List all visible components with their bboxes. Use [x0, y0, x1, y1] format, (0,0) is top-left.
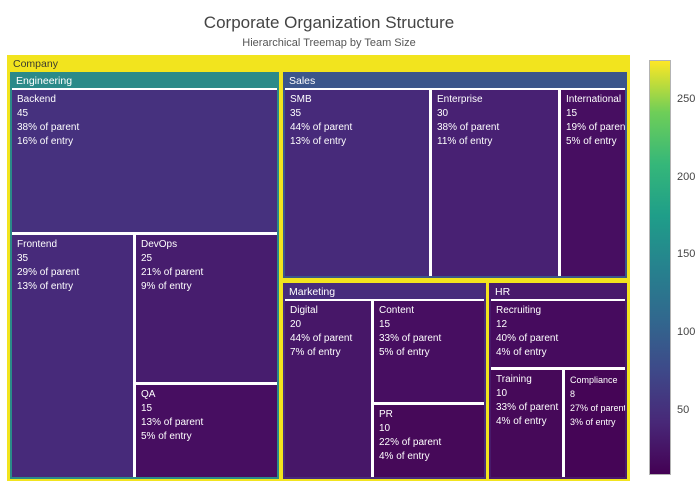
cell-label: Frontend — [17, 239, 58, 250]
cell-label: Enterprise — [437, 94, 483, 105]
treemap-cell-digital[interactable]: Digital 20 44% of parent 7% of entry — [285, 301, 371, 477]
cell-value: 8 — [570, 389, 576, 399]
cell-label: SMB — [290, 94, 312, 105]
treemap-cell-devops[interactable]: DevOps 25 21% of parent 9% of entry — [136, 235, 277, 382]
cell-entry-pct: 5% of entry — [566, 136, 617, 147]
cell-label: Compliance — [570, 375, 618, 385]
colorbar-tick-100: 100 — [677, 326, 696, 338]
cell-parent-pct: 38% of parent — [437, 122, 500, 133]
cell-parent-pct: 38% of parent — [17, 122, 80, 133]
treemap-root-label: Company — [13, 58, 58, 70]
cell-value: 15 — [379, 319, 391, 330]
cell-value: 12 — [496, 319, 508, 330]
cell-entry-pct: 7% of entry — [290, 347, 341, 358]
cell-label: Backend — [17, 94, 56, 105]
cell-label: DevOps — [141, 239, 178, 250]
cell-parent-pct: 21% of parent — [141, 267, 204, 278]
cell-entry-pct: 4% of entry — [496, 416, 547, 427]
cell-label: Content — [379, 305, 415, 316]
page-title: Corporate Organization Structure — [203, 13, 455, 32]
cell-parent-pct: 27% of parent — [570, 403, 625, 413]
treemap-cell-pr[interactable]: PR 10 22% of parent 4% of entry — [374, 405, 484, 477]
cell-value: 10 — [379, 423, 391, 434]
treemap-cell-training[interactable]: Training 10 33% of parent 4% of entry — [491, 370, 562, 477]
treemap-section-label-engineering: Engineering — [16, 75, 73, 87]
cell-label: International — [566, 94, 622, 105]
cell-label: Training — [496, 374, 532, 385]
cell-parent-pct: 44% of parent — [290, 122, 353, 133]
cell-label: Recruiting — [496, 305, 542, 316]
cell-parent-pct: 22% of parent — [379, 437, 442, 448]
cell-entry-pct: 16% of entry — [17, 136, 74, 147]
colorbar-tick-150: 150 — [677, 248, 696, 260]
cell-parent-pct: 19% of parent — [566, 122, 625, 133]
cell-value: 20 — [290, 319, 302, 330]
treemap-cell-international[interactable]: International 15 19% of parent 5% of ent… — [561, 90, 625, 276]
page-subtitle: Hierarchical Treemap by Team Size — [242, 37, 416, 49]
colorbar-tick-250: 250 — [677, 93, 696, 105]
cell-label: PR — [379, 409, 393, 420]
cell-parent-pct: 33% of parent — [496, 402, 559, 413]
treemap-cell-enterprise[interactable]: Enterprise 30 38% of parent 11% of entry — [432, 90, 558, 276]
cell-value: 45 — [17, 108, 29, 119]
cell-label: Digital — [290, 305, 318, 316]
treemap-cell-qa[interactable]: QA 15 13% of parent 5% of entry — [136, 385, 277, 477]
cell-parent-pct: 40% of parent — [496, 333, 559, 344]
cell-value: 25 — [141, 253, 153, 264]
cell-parent-pct: 13% of parent — [141, 417, 204, 428]
cell-entry-pct: 11% of entry — [437, 136, 493, 147]
cell-entry-pct: 4% of entry — [379, 451, 430, 462]
treemap-cell-content[interactable]: Content 15 33% of parent 5% of entry — [374, 301, 484, 402]
cell-entry-pct: 5% of entry — [379, 347, 430, 358]
cell-entry-pct: 5% of entry — [141, 431, 192, 442]
cell-parent-pct: 29% of parent — [17, 267, 80, 278]
treemap-section-label-hr: HR — [495, 286, 511, 298]
cell-value: 10 — [496, 388, 508, 399]
treemap-section-label-marketing: Marketing — [289, 286, 336, 298]
treemap-cell-recruiting[interactable]: Recruiting 12 40% of parent 4% of entry — [491, 301, 625, 367]
cell-parent-pct: 33% of parent — [379, 333, 442, 344]
cell-entry-pct: 9% of entry — [141, 281, 192, 292]
cell-entry-pct: 13% of entry — [17, 281, 74, 292]
treemap-section-label-sales: Sales — [289, 75, 316, 87]
cell-label: QA — [141, 389, 156, 400]
colorbar-tick-200: 200 — [677, 171, 696, 183]
colorbar — [649, 60, 671, 475]
cell-value: 15 — [566, 108, 578, 119]
cell-value: 35 — [17, 253, 29, 264]
treemap-cell-frontend[interactable]: Frontend 35 29% of parent 13% of entry — [12, 235, 133, 477]
treemap-cell-smb[interactable]: SMB 35 44% of parent 13% of entry — [285, 90, 429, 276]
cell-value: 30 — [437, 108, 449, 119]
cell-value: 15 — [141, 403, 153, 414]
cell-entry-pct: 4% of entry — [496, 347, 547, 358]
cell-entry-pct: 3% of entry — [570, 417, 616, 427]
cell-parent-pct: 44% of parent — [290, 333, 353, 344]
cell-entry-pct: 13% of entry — [290, 136, 347, 147]
cell-value: 35 — [290, 108, 302, 119]
treemap-cell-backend[interactable]: Backend 45 38% of parent 16% of entry — [12, 90, 277, 232]
colorbar-tick-50: 50 — [677, 404, 690, 416]
treemap-cell-compliance[interactable]: Compliance 8 27% of parent 3% of entry — [565, 370, 625, 477]
